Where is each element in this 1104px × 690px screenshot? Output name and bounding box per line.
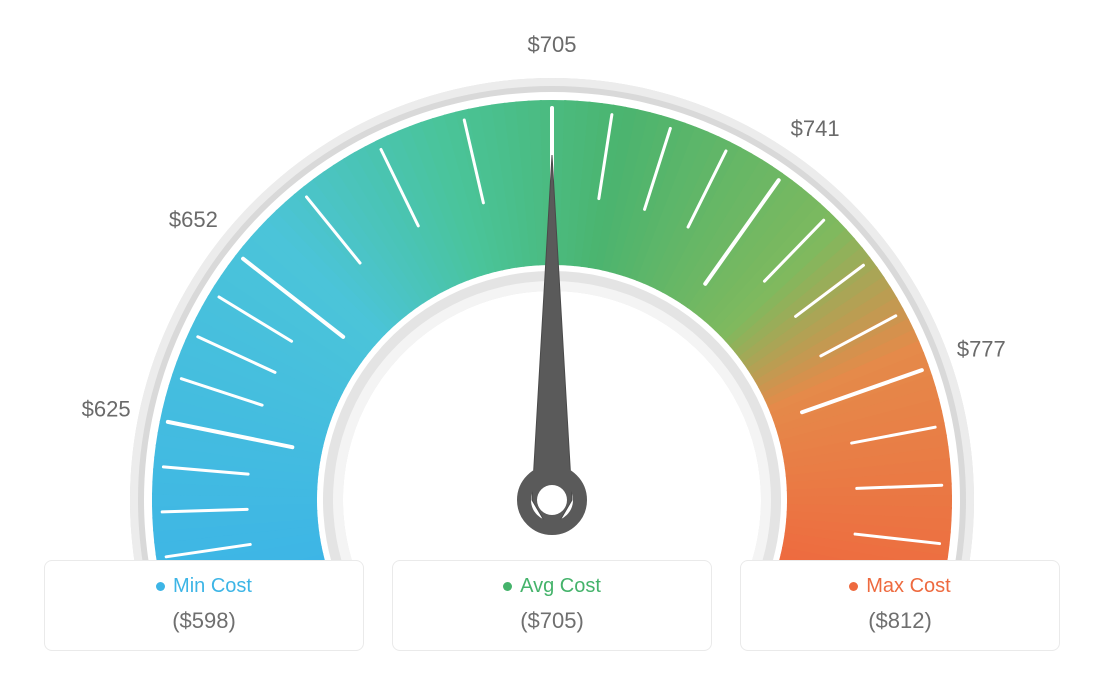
legend-card-avg: Avg Cost ($705) (392, 560, 712, 651)
gauge-tick-label: $625 (82, 396, 131, 421)
gauge-tick-label: $705 (528, 32, 577, 57)
legend-label-avg: Avg Cost (520, 575, 601, 598)
legend-dot-min (156, 582, 165, 591)
legend-dot-avg (503, 582, 512, 591)
gauge-tick-label: $652 (169, 207, 218, 232)
legend-label-min: Min Cost (173, 575, 252, 598)
legend-dot-max (849, 582, 858, 591)
legend-value-avg: ($705) (401, 608, 703, 634)
legend-card-max: Max Cost ($812) (740, 560, 1060, 651)
gauge-tick-label: $777 (957, 336, 1006, 361)
gauge-tick-label: $741 (791, 116, 840, 141)
gauge-svg: $598$625$652$705$741$777$812 (0, 0, 1104, 560)
legend-label-max: Max Cost (866, 575, 950, 598)
legend-row: Min Cost ($598) Avg Cost ($705) Max Cost… (0, 560, 1104, 651)
legend-value-min: ($598) (53, 608, 355, 634)
legend-value-max: ($812) (749, 608, 1051, 634)
gauge-chart: $598$625$652$705$741$777$812 (0, 0, 1104, 560)
legend-card-min: Min Cost ($598) (44, 560, 364, 651)
